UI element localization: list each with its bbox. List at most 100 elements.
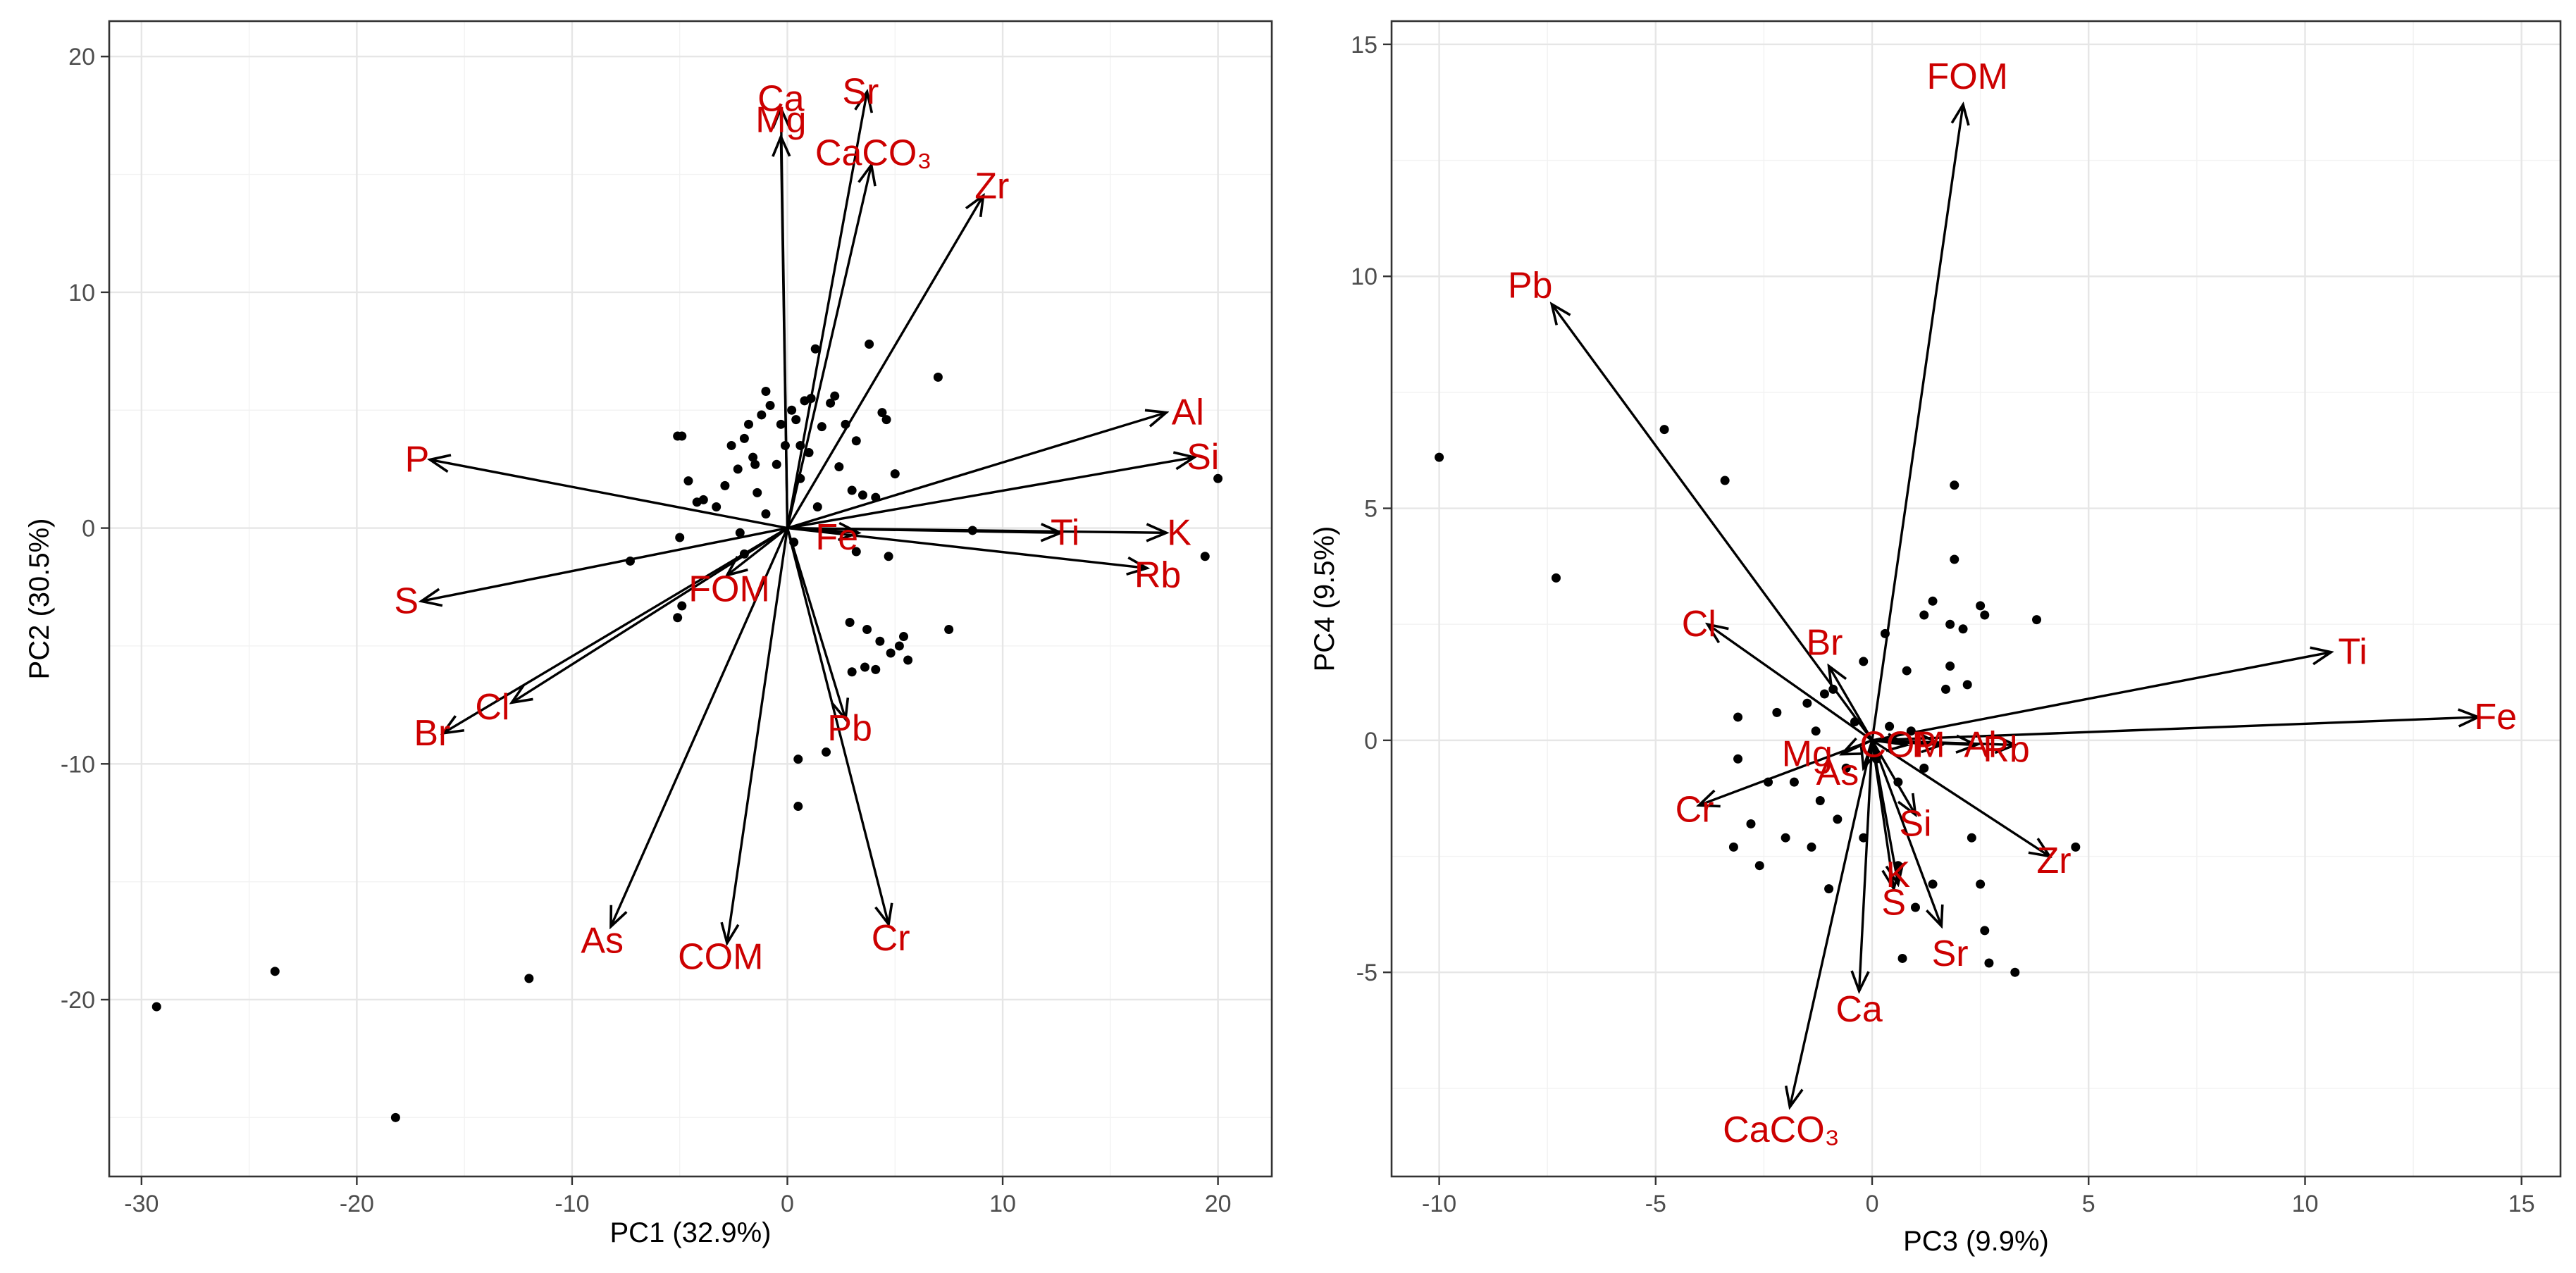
x-tick-label: -5 [1645, 1191, 1666, 1217]
score-point [787, 405, 797, 415]
x-axis-title: PC3 (9.9%) [1903, 1226, 2049, 1257]
score-point [1733, 754, 1743, 764]
score-point [683, 476, 693, 486]
biplot-marks [1435, 105, 2478, 1107]
y-tick-label: 10 [68, 280, 95, 306]
score-point [1976, 601, 1986, 611]
axes: -30 -20 -10 0 10 20 -20 -10 0 10 20 [61, 20, 1273, 1217]
score-point [847, 667, 857, 677]
y-tick-label: 10 [1351, 263, 1377, 290]
x-tick-label: -20 [340, 1191, 374, 1217]
loading-arrow-caco₃ [1790, 740, 1874, 1107]
variable-label-zr: Zr [2037, 840, 2072, 881]
variable-label-k: K [1167, 512, 1191, 553]
score-point [834, 462, 844, 472]
score-point [1811, 726, 1821, 736]
loading-arrow-al [787, 413, 1167, 530]
x-tick-label: 15 [2508, 1191, 2535, 1217]
score-point [793, 802, 803, 812]
score-point [1213, 473, 1223, 483]
score-point [698, 495, 708, 504]
score-point [875, 636, 885, 646]
gridlines [109, 21, 1272, 1176]
score-point [1967, 833, 1976, 843]
score-point [1746, 819, 1756, 828]
y-tick-label: -10 [61, 751, 95, 778]
score-point [1928, 879, 1938, 889]
score-point [1435, 452, 1444, 462]
score-point [804, 447, 814, 457]
score-point [810, 344, 820, 354]
score-point [761, 509, 771, 519]
score-point [865, 340, 874, 349]
score-point [903, 655, 913, 665]
score-point [871, 664, 881, 674]
loading-arrow-cr [786, 528, 889, 924]
y-tick-label: 15 [1351, 32, 1377, 58]
variable-label-br: Br [414, 713, 450, 754]
variable-label-si: Si [1899, 803, 1931, 844]
score-point [1807, 842, 1816, 852]
variable-label-ca: Ca [1835, 989, 1883, 1030]
biplot-pc3-pc4: -10 -5 0 5 10 15 -5 0 5 10 15 FOM Pb Ti Fe Cl Br MgAsCOM… [1309, 20, 2562, 1257]
loading-arrow-ca [1859, 740, 1874, 991]
variable-label-cl: Cl [1682, 604, 1716, 645]
loading-arrow-mg [781, 137, 787, 528]
loading-arrow-com [727, 528, 789, 943]
score-point [1728, 842, 1738, 852]
score-point [776, 419, 786, 429]
loading-arrow-cl [1708, 624, 1874, 742]
score-point [886, 648, 896, 658]
score-point [1833, 814, 1843, 824]
variable-label-caco₃: CaCO₃ [1723, 1110, 1840, 1150]
score-point [744, 419, 753, 429]
y-axis-title: PC2 (30.5%) [24, 518, 55, 680]
x-tick-label: -30 [124, 1191, 159, 1217]
y-tick-label: 0 [82, 516, 95, 542]
loading-arrow-si [787, 457, 1195, 530]
score-point [822, 747, 831, 757]
x-axis-title: PC1 (32.9%) [610, 1217, 772, 1248]
loading-arrow-sr [786, 92, 867, 528]
loading-arrow-cl [512, 527, 788, 703]
loading-arrow-br [1829, 666, 1874, 741]
variable-label-fom: FOM [1926, 56, 2008, 97]
score-point [1902, 666, 1912, 676]
variable-label-sr: Sr [1932, 933, 1969, 974]
score-point [761, 386, 771, 396]
score-point [1200, 552, 1210, 561]
score-point [726, 440, 736, 450]
y-tick-label: 20 [68, 44, 95, 70]
score-point [826, 398, 836, 408]
score-point [1919, 763, 1929, 773]
score-point [1919, 610, 1929, 620]
score-point [673, 613, 683, 623]
variable-label-ti: Ti [1051, 512, 1079, 553]
x-tick-label: 10 [989, 1191, 1016, 1217]
score-point [2010, 967, 2020, 977]
variable-label-pb: Pb [827, 708, 872, 749]
variable-label-p: P [405, 440, 430, 480]
panel-border [1390, 20, 2562, 1178]
score-point [151, 1002, 161, 1012]
score-point [524, 974, 534, 983]
score-point [857, 490, 867, 500]
y-axis-title: PC4 (9.5%) [1309, 526, 1340, 672]
x-tick-label: 20 [1205, 1191, 1232, 1217]
loading-arrow-fom [1871, 105, 1963, 741]
variable-label-ti: Ti [2338, 632, 2367, 673]
score-point [851, 547, 861, 557]
x-tick-label: 5 [2082, 1191, 2095, 1217]
variable-label-com: COM [1859, 724, 1945, 765]
score-point [735, 528, 745, 538]
variable-label-s: S [394, 580, 419, 621]
loading-arrow-pb [1552, 304, 1874, 741]
score-point [1841, 763, 1851, 773]
score-point [712, 502, 722, 511]
score-point [791, 415, 801, 425]
score-point [1733, 712, 1743, 722]
score-point [1984, 958, 1994, 968]
loading-arrow-si [1871, 740, 1915, 814]
